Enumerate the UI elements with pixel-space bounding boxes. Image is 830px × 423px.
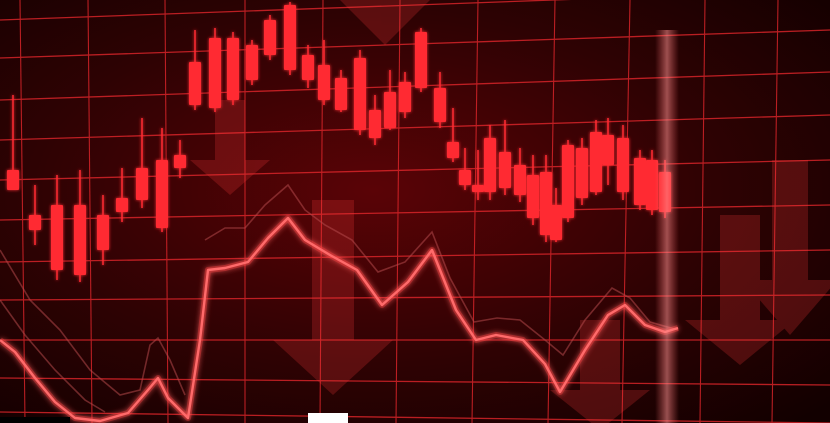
candle-body [156,160,168,228]
candle-body [354,58,366,130]
candle-body [74,205,86,275]
down-arrow-icon [742,160,830,335]
candle-body [550,205,562,240]
grid-line [0,0,572,21]
candle-body [302,55,314,80]
candle-body [514,165,526,195]
candle-body [472,185,484,192]
price-line-core [0,216,679,423]
candle-body [527,175,539,218]
shadow-line [0,249,186,396]
candle-body [447,142,459,158]
white-tab [308,413,348,423]
candle-body [7,170,19,190]
candle-body [227,38,239,100]
grid-line [19,0,26,423]
candle-body [51,205,63,270]
candle-body [116,198,128,212]
candle-body [399,82,411,112]
candle-body [540,172,552,235]
down-arrow-icon [273,200,393,395]
down-arrow-icon [685,215,795,365]
candle-body [576,148,588,198]
down-arrow-icon [550,320,650,423]
grid-line [0,411,830,423]
candle-body [335,78,347,110]
price-line [0,215,679,423]
candle-body [415,32,427,88]
candle-body [484,138,496,192]
grid-line [0,249,830,263]
candle-body [590,132,602,192]
grid-line [471,0,479,423]
grid-line [0,377,830,386]
candle-body [264,20,276,55]
grid-line [0,204,830,221]
candle-body [384,92,396,128]
candle-body [189,62,201,105]
grid-line [395,0,401,423]
candle-body [209,38,221,108]
shadow-price-lines [0,183,679,413]
vertical-light-beam [655,30,679,423]
grid-line [0,294,830,301]
candle-body [459,170,471,185]
grid-line [87,0,93,423]
down-arrow-icon [190,100,270,195]
grid-line [771,0,779,423]
shadow-line [0,299,106,413]
candle-body [634,158,646,205]
grid-line [699,0,706,423]
candle-body [602,135,614,165]
grid-line [0,114,830,141]
candle-body [29,215,41,230]
candle-body [562,145,574,218]
down-arrow-icon [340,0,430,45]
grid-line [621,0,631,423]
candle-body [284,5,296,70]
black-tab [0,417,70,423]
candle-body [499,152,511,188]
candle-body [246,45,258,80]
candle-body [136,168,148,200]
background-arrows [190,0,830,423]
candle-body [174,155,186,168]
shadow-line [204,183,679,357]
candle-body [318,65,330,100]
candle-body [97,215,109,250]
candle-body [434,88,446,122]
candle-body [369,110,381,138]
candle-body [617,138,629,192]
